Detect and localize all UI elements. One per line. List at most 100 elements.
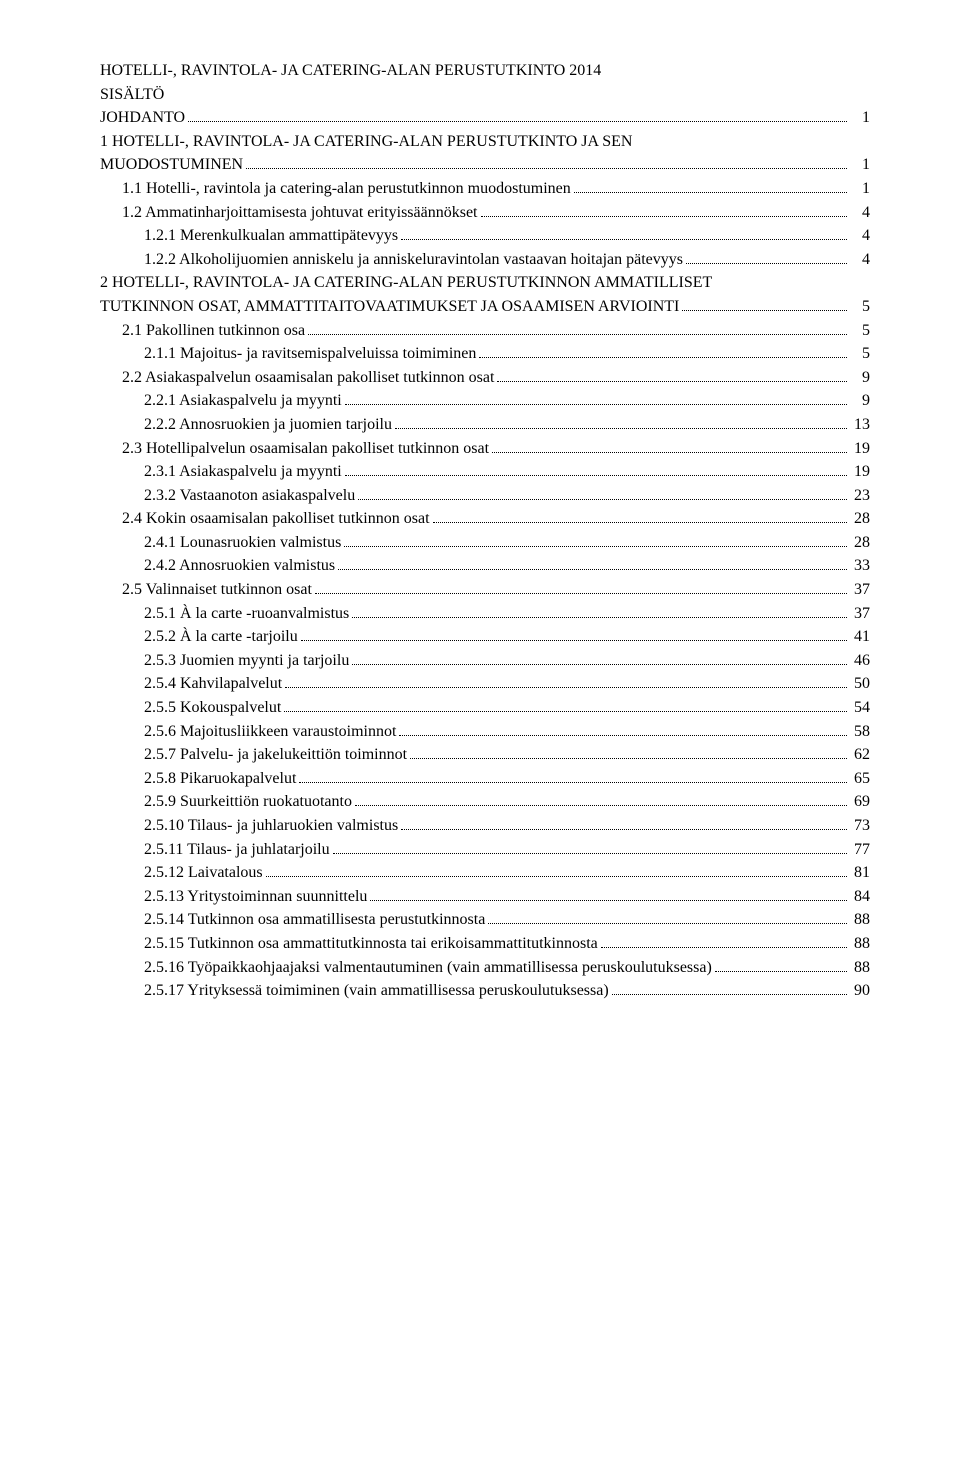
toc-leader-dots	[338, 559, 847, 570]
toc-label: 1.2.1 Merenkulkualan ammattipätevyys	[144, 225, 398, 247]
toc-label: 2.2.1 Asiakaspalvelu ja myynti	[144, 390, 342, 412]
toc-label: 2.1 Pakollinen tutkinnon osa	[122, 320, 305, 342]
toc-entry: 2.4 Kokin osaamisalan pakolliset tutkinn…	[122, 508, 870, 530]
toc-entry: 2.3 Hotellipalvelun osaamisalan pakollis…	[122, 438, 870, 460]
toc-leader-dots	[308, 323, 847, 334]
toc-page-number: 4	[850, 202, 870, 224]
toc-entry: 2.2.1 Asiakaspalvelu ja myynti9	[144, 390, 870, 412]
toc-leader-dots	[433, 512, 847, 523]
toc-page-number: 73	[850, 815, 870, 837]
toc-page-number: 81	[850, 862, 870, 884]
toc-entry: 2.5.10 Tilaus- ja juhlaruokien valmistus…	[144, 815, 870, 837]
toc-label: 2.5.6 Majoitusliikkeen varaustoiminnot	[144, 721, 396, 743]
toc-leader-dots	[352, 606, 847, 617]
toc-label: 2.5.16 Työpaikkaohjaajaksi valmentautumi…	[144, 957, 712, 979]
toc-label: 2.3.2 Vastaanoton asiakaspalvelu	[144, 485, 355, 507]
toc-entry: 2.3.2 Vastaanoton asiakaspalvelu 23	[144, 485, 870, 507]
toc-label: TUTKINNON OSAT, AMMATTITAITOVAATIMUKSET …	[100, 296, 679, 318]
toc-leader-dots	[285, 677, 847, 688]
toc-page-number: 4	[850, 249, 870, 271]
toc-entry: 2 HOTELLI-, RAVINTOLA- JA CATERING-ALAN …	[100, 272, 870, 294]
toc-page-number: 4	[850, 225, 870, 247]
toc-entry: 2.4.1 Lounasruokien valmistus28	[144, 532, 870, 554]
toc-page-number: 54	[850, 697, 870, 719]
toc-label: 1 HOTELLI-, RAVINTOLA- JA CATERING-ALAN …	[100, 131, 632, 153]
toc-page-number: 1	[850, 178, 870, 200]
toc-page-number: 5	[850, 343, 870, 365]
toc-entry: 2.5.11 Tilaus- ja juhlatarjoilu77	[144, 839, 870, 861]
toc-entry: 2.5.1 À la carte -ruoanvalmistus 37	[144, 603, 870, 625]
toc-label: 1.2.2 Alkoholijuomien anniskelu ja annis…	[144, 249, 683, 271]
toc-entry: 1 HOTELLI-, RAVINTOLA- JA CATERING-ALAN …	[100, 131, 870, 153]
toc-label: 2.5.13 Yritystoiminnan suunnittelu	[144, 886, 367, 908]
toc-page-number: 1	[850, 154, 870, 176]
toc-label: 2.5.1 À la carte -ruoanvalmistus	[144, 603, 349, 625]
toc-entry: 2.5.2 À la carte -tarjoilu 41	[144, 626, 870, 648]
toc-page-number: 23	[850, 485, 870, 507]
toc-label: 2.2 Asiakaspalvelun osaamisalan pakollis…	[122, 367, 494, 389]
toc-entry: 1.2.2 Alkoholijuomien anniskelu ja annis…	[144, 249, 870, 271]
document-page: HOTELLI-, RAVINTOLA- JA CATERING-ALAN PE…	[0, 0, 960, 1457]
toc-page-number: 90	[850, 980, 870, 1002]
toc-entry: 2.5.16 Työpaikkaohjaajaksi valmentautumi…	[144, 957, 870, 979]
toc-entry: 2.5.4 Kahvilapalvelut50	[144, 673, 870, 695]
toc-label: 2.5.2 À la carte -tarjoilu	[144, 626, 298, 648]
toc-leader-dots	[601, 937, 847, 948]
toc-leader-dots	[479, 347, 847, 358]
toc-entry: 2.5 Valinnaiset tutkinnon osat37	[122, 579, 870, 601]
toc-page-number: 37	[850, 603, 870, 625]
toc-entry: 2.1 Pakollinen tutkinnon osa 5	[122, 320, 870, 342]
toc-leader-dots	[358, 488, 847, 499]
toc-label: 2.4.2 Annosruokien valmistus	[144, 555, 335, 577]
toc-entry: TUTKINNON OSAT, AMMATTITAITOVAATIMUKSET …	[100, 296, 870, 318]
toc-page-number: 84	[850, 886, 870, 908]
toc-page-number: 1	[850, 107, 870, 129]
toc-label: 2.2.2 Annosruokien ja juomien tarjoilu	[144, 414, 392, 436]
toc-entry: MUODOSTUMINEN1	[100, 154, 870, 176]
toc-entry: JOHDANTO1	[100, 107, 870, 129]
toc-entry: 2.5.3 Juomien myynti ja tarjoilu46	[144, 650, 870, 672]
toc-leader-dots	[488, 913, 847, 924]
toc-leader-dots	[612, 984, 847, 995]
toc-label: 2.5.9 Suurkeittiön ruokatuotanto	[144, 791, 352, 813]
table-of-contents: JOHDANTO11 HOTELLI-, RAVINTOLA- JA CATER…	[100, 107, 870, 1002]
page-title-line2: SISÄLTÖ	[100, 84, 870, 106]
toc-page-number: 13	[850, 414, 870, 436]
toc-page-number: 46	[850, 650, 870, 672]
toc-leader-dots	[188, 111, 847, 122]
toc-label: 2.5.17 Yrityksessä toimiminen (vain amma…	[144, 980, 609, 1002]
toc-entry: 2.5.15 Tutkinnon osa ammattitutkinnosta …	[144, 933, 870, 955]
toc-leader-dots	[497, 370, 847, 381]
toc-page-number: 19	[850, 438, 870, 460]
toc-label: 1.2 Ammatinharjoittamisesta johtuvat eri…	[122, 202, 478, 224]
toc-page-number: 5	[850, 320, 870, 342]
toc-label: 2.4 Kokin osaamisalan pakolliset tutkinn…	[122, 508, 430, 530]
toc-leader-dots	[345, 394, 847, 405]
toc-leader-dots	[301, 630, 847, 641]
toc-leader-dots	[345, 465, 847, 476]
toc-label: 2.4.1 Lounasruokien valmistus	[144, 532, 341, 554]
toc-label: 2.1.1 Majoitus- ja ravitsemispalveluissa…	[144, 343, 476, 365]
toc-entry: 1.2 Ammatinharjoittamisesta johtuvat eri…	[122, 202, 870, 224]
toc-leader-dots	[574, 182, 847, 193]
toc-page-number: 88	[850, 909, 870, 931]
toc-leader-dots	[682, 300, 847, 311]
toc-leader-dots	[266, 866, 847, 877]
toc-entry: 2.5.7 Palvelu- ja jakelukeittiön toiminn…	[144, 744, 870, 766]
toc-entry: 1.2.1 Merenkulkualan ammattipätevyys 4	[144, 225, 870, 247]
toc-label: 2.5.15 Tutkinnon osa ammattitutkinnosta …	[144, 933, 598, 955]
toc-entry: 2.3.1 Asiakaspalvelu ja myynti19	[144, 461, 870, 483]
toc-page-number: 62	[850, 744, 870, 766]
toc-page-number: 88	[850, 957, 870, 979]
toc-page-number: 9	[850, 367, 870, 389]
toc-page-number: 50	[850, 673, 870, 695]
toc-label: 1.1 Hotelli-, ravintola ja catering-alan…	[122, 178, 571, 200]
toc-leader-dots	[299, 771, 847, 782]
toc-entry: 2.2 Asiakaspalvelun osaamisalan pakollis…	[122, 367, 870, 389]
toc-leader-dots	[401, 819, 847, 830]
toc-page-number: 41	[850, 626, 870, 648]
toc-leader-dots	[410, 748, 847, 759]
toc-page-number: 5	[850, 296, 870, 318]
toc-entry: 2.1.1 Majoitus- ja ravitsemispalveluissa…	[144, 343, 870, 365]
toc-entry: 2.2.2 Annosruokien ja juomien tarjoilu 13	[144, 414, 870, 436]
